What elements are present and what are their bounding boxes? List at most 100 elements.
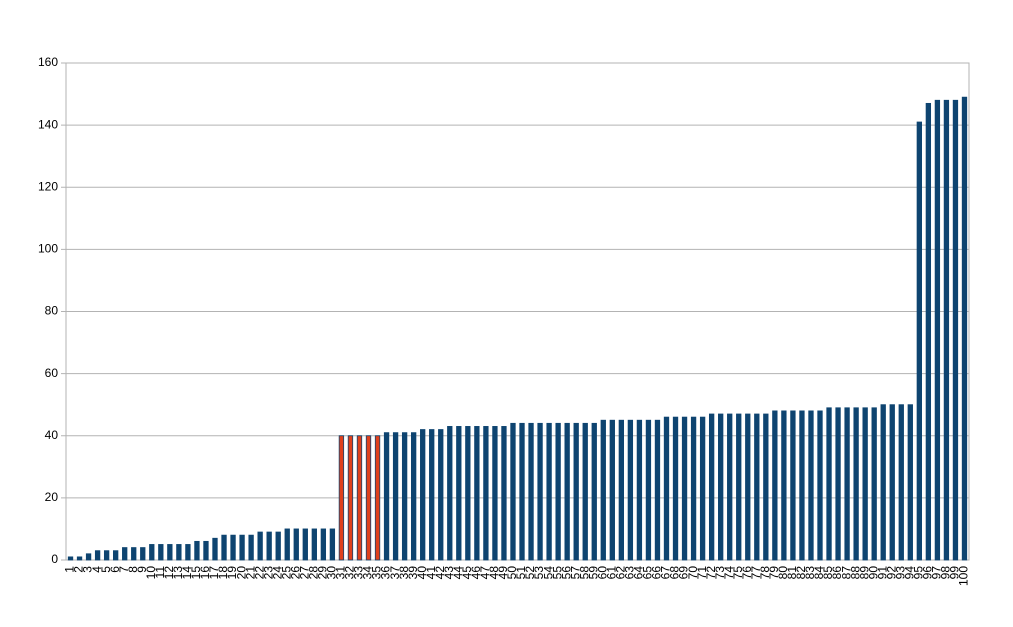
x-tick-label: 82 bbox=[794, 566, 808, 580]
bar bbox=[429, 429, 435, 561]
x-tick-label: 92 bbox=[884, 566, 898, 580]
bar bbox=[483, 426, 489, 561]
x-tick-label: 95 bbox=[912, 566, 926, 580]
bar bbox=[537, 422, 543, 561]
bar bbox=[212, 537, 218, 561]
bar bbox=[519, 422, 525, 561]
bar bbox=[113, 550, 119, 561]
x-tick-label: 61 bbox=[604, 566, 618, 580]
bar bbox=[320, 528, 327, 561]
x-tick-label: 87 bbox=[839, 566, 853, 580]
x-tick-label: 60 bbox=[595, 566, 609, 580]
bar bbox=[889, 404, 895, 561]
x-tick-label: 54 bbox=[541, 566, 555, 580]
x-tick-label: 22 bbox=[252, 566, 266, 580]
bar bbox=[943, 99, 950, 561]
x-tick-label: 34 bbox=[361, 566, 375, 580]
x-tick-label: 6 bbox=[108, 566, 122, 573]
bar bbox=[591, 422, 597, 561]
bar bbox=[438, 429, 444, 561]
bar bbox=[383, 432, 390, 561]
bar bbox=[140, 547, 146, 561]
bar bbox=[194, 540, 200, 561]
bar bbox=[329, 528, 336, 561]
x-tick-label: 57 bbox=[568, 566, 582, 580]
x-tick-label: 85 bbox=[821, 566, 835, 580]
x-tick-label: 63 bbox=[623, 566, 637, 580]
x-tick-label: 2 bbox=[72, 566, 86, 573]
x-tick-label: 58 bbox=[577, 566, 591, 580]
x-tick-label: 69 bbox=[677, 566, 691, 580]
bar bbox=[85, 553, 92, 561]
x-tick-label: 19 bbox=[225, 566, 239, 580]
bar bbox=[708, 413, 715, 561]
x-tick-label: 93 bbox=[893, 566, 907, 580]
bar bbox=[952, 99, 959, 561]
x-tick-label: 49 bbox=[496, 566, 510, 580]
x-tick-label: 55 bbox=[550, 566, 564, 580]
x-tick-label: 40 bbox=[415, 566, 429, 580]
bar bbox=[898, 404, 904, 561]
bar bbox=[447, 426, 453, 561]
x-tick-label: 28 bbox=[306, 566, 320, 580]
bar bbox=[799, 410, 805, 561]
bar bbox=[302, 528, 308, 561]
y-tick-label: 40 bbox=[45, 428, 59, 442]
bar bbox=[293, 528, 299, 561]
x-tick-label: 5 bbox=[99, 566, 113, 573]
x-tick-label: 21 bbox=[243, 566, 257, 580]
bar bbox=[645, 419, 652, 561]
x-tick-label: 15 bbox=[189, 566, 203, 580]
bar bbox=[492, 426, 498, 561]
x-tick-label: 27 bbox=[297, 566, 311, 580]
x-tick-label: 37 bbox=[388, 566, 402, 580]
x-tick-label: 64 bbox=[632, 566, 646, 580]
x-tick-label: 94 bbox=[902, 566, 916, 580]
bar bbox=[401, 432, 408, 561]
x-tick-label: 52 bbox=[523, 566, 537, 580]
x-tick-label: 35 bbox=[370, 566, 384, 580]
x-tick-label: 39 bbox=[406, 566, 420, 580]
x-tick-label: 70 bbox=[686, 566, 700, 580]
bar bbox=[736, 413, 742, 561]
x-tick-label: 8 bbox=[126, 566, 140, 573]
bar bbox=[727, 413, 733, 561]
bar bbox=[546, 422, 552, 561]
bar bbox=[392, 432, 399, 561]
bar bbox=[239, 534, 245, 561]
x-tick-label: 41 bbox=[424, 566, 438, 580]
x-tick-label: 46 bbox=[469, 566, 483, 580]
y-tick-label: 160 bbox=[38, 55, 58, 69]
x-tick-label: 68 bbox=[668, 566, 682, 580]
x-tick-label: 100 bbox=[957, 566, 971, 586]
bar bbox=[790, 410, 796, 561]
bar bbox=[781, 410, 787, 561]
bar bbox=[772, 410, 778, 561]
x-tick-label: 74 bbox=[722, 566, 736, 580]
x-tick-label: 80 bbox=[776, 566, 790, 580]
x-tick-label: 75 bbox=[731, 566, 745, 580]
x-tick-label: 50 bbox=[505, 566, 519, 580]
x-tick-label: 96 bbox=[921, 566, 935, 580]
bar bbox=[763, 413, 769, 561]
bar bbox=[699, 416, 706, 561]
x-tick-label: 88 bbox=[848, 566, 862, 580]
x-tick-label: 67 bbox=[659, 566, 673, 580]
bar bbox=[672, 416, 679, 561]
bar bbox=[94, 550, 101, 561]
x-tick-label: 66 bbox=[650, 566, 664, 580]
bar bbox=[374, 435, 381, 561]
bar bbox=[618, 419, 625, 561]
bar bbox=[573, 422, 579, 561]
bar bbox=[122, 547, 128, 561]
bar bbox=[465, 426, 471, 561]
x-tick-label: 56 bbox=[559, 566, 573, 580]
x-tick-label: 78 bbox=[758, 566, 772, 580]
x-tick-label: 59 bbox=[586, 566, 600, 580]
x-tick-label: 4 bbox=[90, 566, 104, 573]
bar bbox=[257, 531, 263, 561]
bar bbox=[609, 419, 615, 561]
bar bbox=[582, 422, 588, 561]
